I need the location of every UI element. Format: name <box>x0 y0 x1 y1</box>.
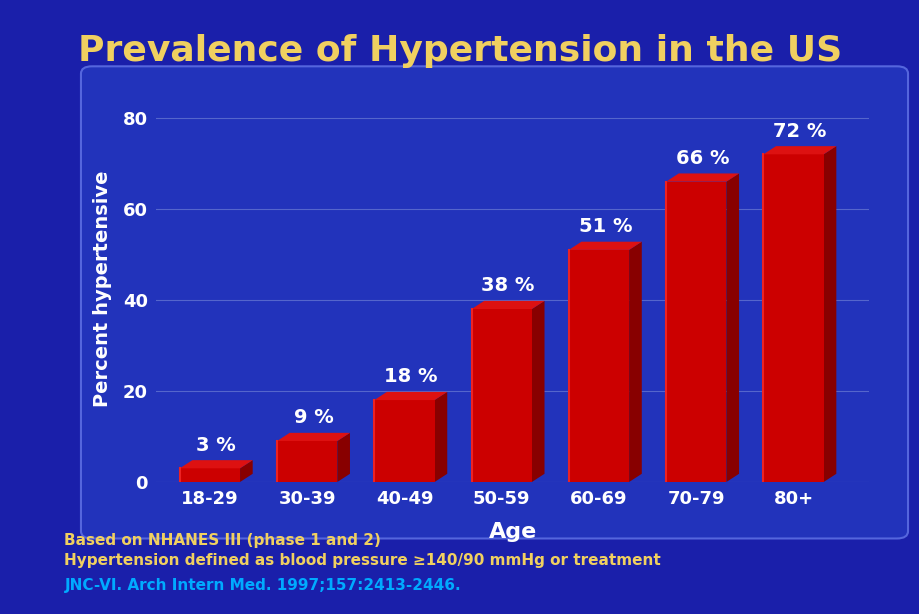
Polygon shape <box>726 173 738 482</box>
Text: 51 %: 51 % <box>578 217 631 236</box>
Polygon shape <box>434 392 447 482</box>
Text: 38 %: 38 % <box>481 276 534 295</box>
Text: 3 %: 3 % <box>196 436 236 455</box>
Polygon shape <box>471 301 544 309</box>
Bar <box>179 468 240 482</box>
Bar <box>763 154 823 482</box>
Polygon shape <box>277 433 349 441</box>
Bar <box>471 309 531 482</box>
Text: Based on NHANES III (phase 1 and 2): Based on NHANES III (phase 1 and 2) <box>64 533 380 548</box>
Y-axis label: Percent hypertensive: Percent hypertensive <box>93 170 112 407</box>
X-axis label: Age: Age <box>488 523 537 542</box>
Text: Prevalence of Hypertension in the US: Prevalence of Hypertension in the US <box>78 34 841 68</box>
Polygon shape <box>568 242 641 250</box>
Polygon shape <box>240 460 253 482</box>
Polygon shape <box>531 301 544 482</box>
Polygon shape <box>665 173 738 182</box>
Bar <box>568 250 629 482</box>
Bar <box>665 182 726 482</box>
Text: 66 %: 66 % <box>675 149 729 168</box>
Polygon shape <box>763 146 835 154</box>
Text: 72 %: 72 % <box>772 122 825 141</box>
Polygon shape <box>337 433 349 482</box>
Text: Hypertension defined as blood pressure ≥140/90 mmHg or treatment: Hypertension defined as blood pressure ≥… <box>64 553 661 568</box>
Bar <box>374 400 434 482</box>
Text: 18 %: 18 % <box>383 367 437 386</box>
Polygon shape <box>823 146 835 482</box>
Text: 9 %: 9 % <box>293 408 333 427</box>
Text: JNC-VI. Arch Intern Med. 1997;157:2413-2446.: JNC-VI. Arch Intern Med. 1997;157:2413-2… <box>64 578 460 593</box>
Polygon shape <box>374 392 447 400</box>
Polygon shape <box>179 460 253 468</box>
Bar <box>277 441 337 482</box>
Polygon shape <box>629 242 641 482</box>
